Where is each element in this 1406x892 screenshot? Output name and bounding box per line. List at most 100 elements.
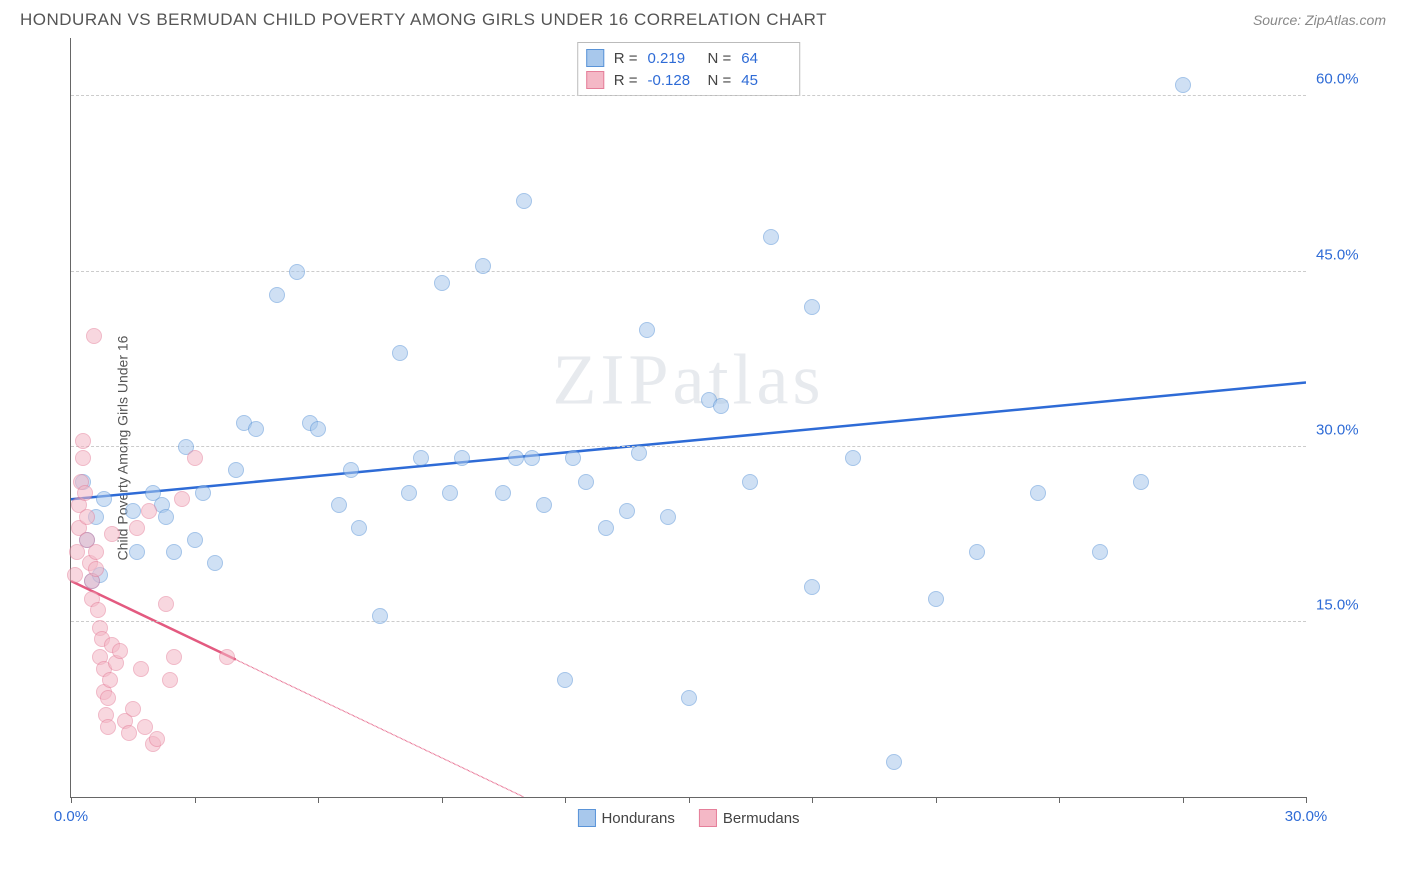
data-point bbox=[1133, 474, 1149, 490]
data-point bbox=[804, 299, 820, 315]
x-tick bbox=[689, 797, 690, 803]
data-point bbox=[1030, 485, 1046, 501]
stats-swatch bbox=[586, 49, 604, 67]
data-point bbox=[86, 328, 102, 344]
data-point bbox=[219, 649, 235, 665]
data-point bbox=[133, 661, 149, 677]
data-point bbox=[713, 398, 729, 414]
data-point bbox=[442, 485, 458, 501]
data-point bbox=[392, 345, 408, 361]
data-point bbox=[845, 450, 861, 466]
x-tick-label: 0.0% bbox=[54, 808, 88, 825]
legend-swatch bbox=[699, 809, 717, 827]
data-point bbox=[310, 421, 326, 437]
legend-item: Hondurans bbox=[577, 809, 674, 827]
legend-item: Bermudans bbox=[699, 809, 800, 827]
data-point bbox=[88, 544, 104, 560]
y-tick-label: 60.0% bbox=[1316, 71, 1376, 88]
gridline bbox=[71, 95, 1306, 96]
data-point bbox=[100, 690, 116, 706]
data-point bbox=[475, 258, 491, 274]
data-point bbox=[804, 579, 820, 595]
data-point bbox=[79, 509, 95, 525]
data-point bbox=[104, 526, 120, 542]
data-point bbox=[166, 544, 182, 560]
n-value: 64 bbox=[741, 50, 791, 67]
data-point bbox=[129, 520, 145, 536]
gridline bbox=[71, 271, 1306, 272]
data-point bbox=[77, 485, 93, 501]
data-point bbox=[112, 643, 128, 659]
data-point bbox=[1175, 77, 1191, 93]
data-point bbox=[763, 229, 779, 245]
r-label: R = bbox=[614, 72, 638, 89]
data-point bbox=[166, 649, 182, 665]
data-point bbox=[516, 193, 532, 209]
n-label: N = bbox=[708, 50, 732, 67]
data-point bbox=[742, 474, 758, 490]
data-point bbox=[578, 474, 594, 490]
data-point bbox=[557, 672, 573, 688]
data-point bbox=[660, 509, 676, 525]
data-point bbox=[158, 509, 174, 525]
r-label: R = bbox=[614, 50, 638, 67]
n-value: 45 bbox=[741, 72, 791, 89]
data-point bbox=[149, 731, 165, 747]
legend-label: Bermudans bbox=[723, 810, 800, 827]
data-point bbox=[565, 450, 581, 466]
data-point bbox=[248, 421, 264, 437]
data-point bbox=[121, 725, 137, 741]
data-point bbox=[174, 491, 190, 507]
data-point bbox=[75, 433, 91, 449]
data-point bbox=[67, 567, 83, 583]
x-tick bbox=[1183, 797, 1184, 803]
gridline bbox=[71, 446, 1306, 447]
data-point bbox=[343, 462, 359, 478]
r-value: 0.219 bbox=[648, 50, 698, 67]
data-point bbox=[598, 520, 614, 536]
stats-swatch bbox=[586, 71, 604, 89]
r-value: -0.128 bbox=[648, 72, 698, 89]
data-point bbox=[681, 690, 697, 706]
data-point bbox=[228, 462, 244, 478]
data-point bbox=[401, 485, 417, 501]
source-label: Source: ZipAtlas.com bbox=[1253, 12, 1386, 28]
data-point bbox=[75, 450, 91, 466]
data-point bbox=[454, 450, 470, 466]
data-point bbox=[639, 322, 655, 338]
data-point bbox=[187, 532, 203, 548]
data-point bbox=[100, 719, 116, 735]
data-point bbox=[125, 503, 141, 519]
data-point bbox=[90, 602, 106, 618]
gridline bbox=[71, 621, 1306, 622]
data-point bbox=[434, 275, 450, 291]
data-point bbox=[524, 450, 540, 466]
data-point bbox=[195, 485, 211, 501]
stats-box: R =0.219N =64R =-0.128N =45 bbox=[577, 42, 801, 96]
data-point bbox=[619, 503, 635, 519]
x-tick bbox=[936, 797, 937, 803]
x-tick bbox=[812, 797, 813, 803]
chart-title: HONDURAN VS BERMUDAN CHILD POVERTY AMONG… bbox=[20, 10, 827, 30]
data-point bbox=[158, 596, 174, 612]
data-point bbox=[969, 544, 985, 560]
data-point bbox=[886, 754, 902, 770]
y-tick-label: 45.0% bbox=[1316, 246, 1376, 263]
watermark: ZIPatlas bbox=[553, 338, 825, 421]
data-point bbox=[162, 672, 178, 688]
x-tick bbox=[1306, 797, 1307, 803]
x-tick-label: 30.0% bbox=[1285, 808, 1328, 825]
y-tick-label: 15.0% bbox=[1316, 596, 1376, 613]
data-point bbox=[413, 450, 429, 466]
x-tick bbox=[1059, 797, 1060, 803]
y-tick-label: 30.0% bbox=[1316, 421, 1376, 438]
x-tick bbox=[442, 797, 443, 803]
legend-label: Hondurans bbox=[601, 810, 674, 827]
data-point bbox=[96, 491, 112, 507]
data-point bbox=[102, 672, 118, 688]
data-point bbox=[631, 445, 647, 461]
data-point bbox=[141, 503, 157, 519]
plot-area: ZIPatlas R =0.219N =64R =-0.128N =45 Hon… bbox=[70, 38, 1306, 798]
chart-container: Child Poverty Among Girls Under 16 ZIPat… bbox=[20, 38, 1386, 858]
stats-row: R =-0.128N =45 bbox=[586, 69, 792, 91]
